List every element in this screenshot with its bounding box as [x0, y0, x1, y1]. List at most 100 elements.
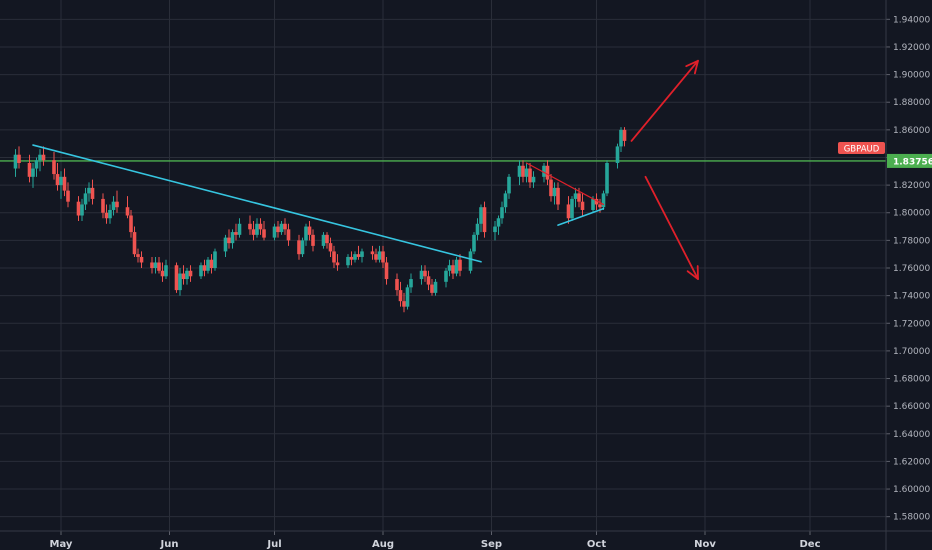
- candle-body: [279, 223, 284, 233]
- candle-body: [34, 160, 39, 169]
- candle: [38, 149, 42, 172]
- candle: [237, 218, 242, 238]
- candle-body: [430, 284, 434, 293]
- candle: [496, 215, 501, 235]
- candle-body: [503, 193, 508, 208]
- candle-body: [353, 254, 357, 260]
- candle-body: [454, 259, 459, 274]
- candle-body: [328, 243, 333, 252]
- candle: [41, 146, 46, 166]
- candle: [297, 234, 301, 260]
- candle: [601, 190, 606, 210]
- candle-body: [507, 176, 511, 194]
- candle-body: [598, 204, 602, 208]
- time-tick-label: Oct: [587, 539, 606, 550]
- candle-body: [311, 234, 315, 246]
- candle: [444, 268, 448, 288]
- candle: [493, 221, 497, 241]
- candle: [251, 221, 256, 241]
- candle-body: [346, 256, 350, 266]
- candle-body: [321, 234, 326, 246]
- candle: [157, 256, 161, 274]
- candle: [521, 160, 525, 183]
- candle-body: [188, 270, 193, 277]
- candle: [90, 179, 95, 205]
- candle-body: [360, 251, 364, 257]
- candle: [129, 209, 133, 238]
- candle-body: [59, 176, 63, 186]
- candle-body: [447, 265, 452, 271]
- candle-body: [213, 251, 217, 268]
- candle-body: [297, 240, 301, 255]
- grid: [0, 0, 886, 531]
- candle: [594, 193, 599, 210]
- candle-body: [405, 287, 410, 307]
- candle: [573, 187, 578, 208]
- price-tick-label: 1.68000: [893, 375, 930, 385]
- candle: [409, 273, 413, 293]
- candle-body: [451, 265, 455, 274]
- candle-body: [332, 251, 336, 263]
- candle: [423, 265, 427, 282]
- candle-body: [521, 165, 525, 177]
- time-tick-label: Aug: [372, 539, 394, 550]
- candle-body: [115, 201, 119, 208]
- candle: [59, 171, 63, 199]
- arrow-shaft: [644, 175, 699, 280]
- candle: [258, 218, 263, 235]
- candle: [528, 163, 532, 188]
- candle-body: [76, 201, 81, 216]
- candle-body: [594, 198, 599, 205]
- candle: [304, 223, 308, 246]
- candle: [398, 281, 403, 307]
- candle: [188, 265, 193, 282]
- candle: [328, 237, 333, 257]
- time-tick-label: Jul: [266, 539, 281, 550]
- candle-body: [377, 251, 382, 260]
- candle-body: [458, 259, 462, 271]
- candle-body: [622, 129, 627, 141]
- candle-body: [356, 254, 361, 257]
- candle-body: [164, 265, 168, 277]
- candle-body: [87, 187, 91, 194]
- candle-body: [262, 229, 266, 238]
- time-tick-label: Sep: [481, 539, 502, 550]
- candle-body: [108, 209, 112, 219]
- candle-body: [591, 198, 595, 210]
- candle-body: [493, 226, 497, 233]
- arrow-shaft: [630, 59, 699, 142]
- symbol-badge-bg: [838, 142, 885, 154]
- candle-body: [237, 223, 242, 235]
- candle: [556, 182, 560, 210]
- price-tick-label: 1.62000: [893, 457, 930, 467]
- candle: [405, 284, 410, 310]
- candle: [395, 273, 399, 296]
- candle-body: [90, 187, 95, 199]
- candle: [430, 279, 434, 296]
- candle-body: [423, 270, 427, 277]
- candle: [370, 245, 375, 260]
- candle-body: [139, 256, 144, 263]
- candle-body: [479, 207, 483, 224]
- candle: [545, 160, 550, 186]
- candle-body: [223, 237, 228, 252]
- candle-body: [83, 193, 88, 205]
- time-axis[interactable]: May Jun Jul Aug Sep Oct Nov Dec: [0, 530, 932, 550]
- candle-body: [395, 279, 399, 291]
- price-axis[interactable]: 1.58000 1.60000 1.62000 1.64000 1.66000 1.680…: [838, 0, 932, 550]
- candle: [213, 248, 217, 271]
- candle-body: [27, 163, 32, 177]
- candle-body: [573, 193, 578, 199]
- candle: [108, 204, 112, 224]
- candle: [458, 254, 462, 277]
- candle: [286, 223, 291, 246]
- candle-body: [577, 193, 581, 202]
- candle: [115, 190, 119, 213]
- candle: [223, 234, 228, 257]
- price-tick-label: 1.76000: [893, 264, 930, 274]
- candle-body: [209, 259, 214, 268]
- candle: [178, 268, 182, 296]
- candle-body: [482, 207, 487, 233]
